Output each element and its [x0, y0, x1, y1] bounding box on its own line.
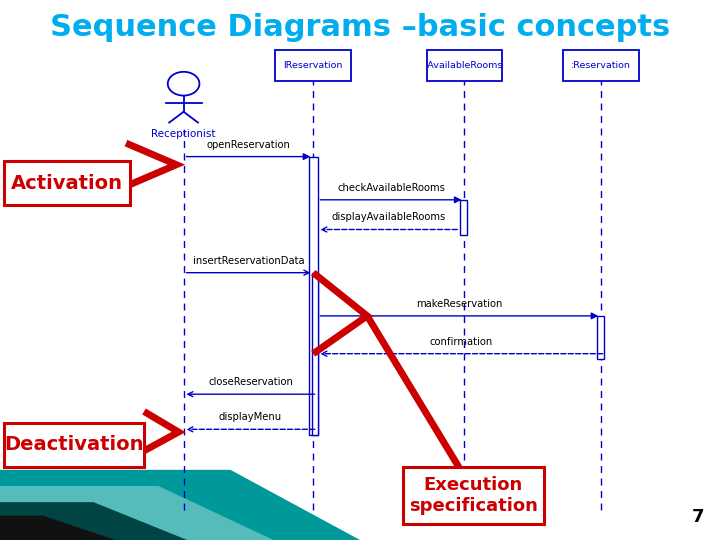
Polygon shape: [0, 502, 187, 540]
Text: closeReservation: closeReservation: [208, 377, 293, 387]
Text: insertReservationData: insertReservationData: [192, 255, 305, 266]
Text: :Reservation: :Reservation: [571, 61, 631, 70]
Text: :AvailableRooms: :AvailableRooms: [426, 61, 503, 70]
Bar: [4, 423, 144, 467]
Text: openReservation: openReservation: [207, 139, 290, 150]
Text: displayMenu: displayMenu: [219, 412, 282, 422]
Bar: [4, 161, 130, 205]
Text: checkAvailableRooms: checkAvailableRooms: [337, 183, 445, 193]
Text: Execution
specification: Execution specification: [409, 476, 538, 515]
Bar: [403, 467, 544, 524]
Bar: [597, 316, 604, 359]
Bar: [309, 157, 318, 435]
Text: makeReservation: makeReservation: [416, 299, 503, 309]
Text: 7: 7: [692, 509, 704, 526]
Polygon shape: [0, 486, 274, 540]
Polygon shape: [0, 516, 115, 540]
Text: displayAvailableRooms: displayAvailableRooms: [332, 212, 446, 222]
Bar: [275, 50, 351, 81]
Bar: [426, 50, 503, 81]
Bar: [563, 50, 639, 81]
Text: Activation: Activation: [11, 173, 122, 193]
Text: Deactivation: Deactivation: [4, 435, 143, 455]
Bar: [460, 200, 467, 235]
Text: Sequence Diagrams –basic concepts: Sequence Diagrams –basic concepts: [50, 12, 670, 42]
Text: confirmation: confirmation: [430, 336, 493, 347]
Text: IReservation: IReservation: [284, 61, 343, 70]
Polygon shape: [0, 470, 360, 540]
Text: Receptionist: Receptionist: [151, 129, 216, 139]
Bar: [312, 273, 318, 435]
